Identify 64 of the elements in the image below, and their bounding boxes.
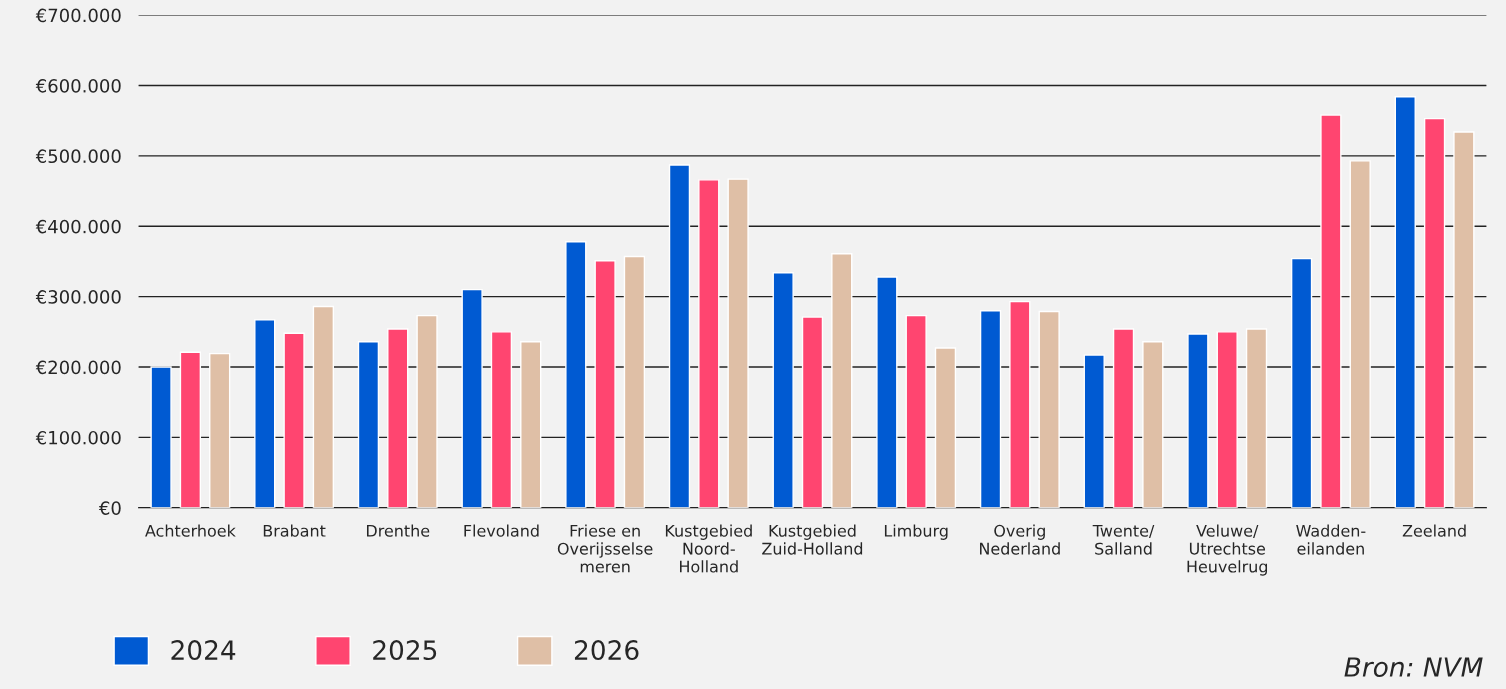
bar bbox=[1349, 160, 1371, 508]
bar bbox=[876, 276, 898, 508]
bar bbox=[1423, 117, 1446, 508]
bar bbox=[387, 328, 409, 508]
bar bbox=[623, 255, 646, 508]
y-tick-label: €200.000 bbox=[35, 360, 121, 375]
x-tick-label: Overig Nederland bbox=[980, 524, 1060, 555]
y-tick-label: €100.000 bbox=[35, 430, 121, 445]
x-tick-label: Wadden- eilanden bbox=[1296, 524, 1366, 555]
bar bbox=[934, 347, 957, 508]
bar bbox=[1083, 354, 1105, 508]
bar bbox=[772, 272, 794, 508]
bar bbox=[1038, 310, 1060, 508]
legend-label: 2026 bbox=[574, 640, 639, 661]
y-tick-label: €400.000 bbox=[35, 219, 121, 234]
bar bbox=[461, 288, 483, 508]
bar bbox=[283, 332, 305, 508]
y-tick-label: €0 bbox=[98, 501, 121, 515]
bar bbox=[979, 310, 1002, 508]
bar bbox=[150, 366, 172, 508]
x-tick-label: Kustgebied Noord- Holland bbox=[665, 524, 752, 573]
x-tick-label: Friese en Overijsselse meren bbox=[557, 524, 653, 573]
x-tick-label: Kustgebied Zuid-Holland bbox=[762, 524, 863, 555]
bar bbox=[1216, 331, 1238, 508]
bar bbox=[254, 319, 276, 508]
bar bbox=[357, 341, 380, 508]
bar bbox=[698, 179, 720, 508]
y-tick-label: €500.000 bbox=[35, 149, 121, 164]
bar bbox=[1453, 131, 1475, 508]
bar bbox=[1009, 300, 1031, 508]
y-tick-label: €600.000 bbox=[35, 78, 121, 93]
x-tick-label: Drenthe bbox=[366, 524, 430, 537]
x-tick-label: Twente/ Salland bbox=[1092, 524, 1155, 555]
bar bbox=[1290, 257, 1313, 508]
bar bbox=[312, 305, 335, 508]
text: Bron: NVM bbox=[1344, 657, 1483, 677]
x-tick-label: Veluwe/ Utrechtse Heuvelrug bbox=[1187, 524, 1268, 576]
bar bbox=[1112, 328, 1135, 508]
bar bbox=[1394, 96, 1416, 508]
bar bbox=[905, 314, 927, 508]
bar bbox=[209, 352, 231, 508]
x-tick-label: Limburg bbox=[884, 524, 948, 540]
x-tick-label: Zeeland bbox=[1402, 524, 1466, 537]
x-tick-label: Achterhoek bbox=[145, 524, 236, 537]
bar bbox=[490, 331, 513, 508]
bar bbox=[1245, 328, 1268, 508]
bar bbox=[801, 316, 824, 508]
y-tick-label: €300.000 bbox=[35, 290, 121, 304]
bar bbox=[1142, 341, 1164, 508]
bar bbox=[416, 314, 438, 508]
bar bbox=[831, 253, 853, 508]
legend-label: 2025 bbox=[373, 640, 437, 661]
bar bbox=[668, 164, 691, 508]
legend-label: 2024 bbox=[171, 640, 236, 661]
y-tick-label: €700.000 bbox=[35, 8, 121, 23]
bar bbox=[565, 241, 587, 508]
bar bbox=[179, 351, 202, 508]
bar bbox=[1320, 114, 1342, 508]
x-tick-label: Brabant bbox=[263, 524, 326, 537]
bar bbox=[1187, 333, 1209, 508]
bar bbox=[594, 260, 616, 508]
bar bbox=[727, 178, 749, 508]
x-tick-label: Flevoland bbox=[464, 524, 539, 537]
bar bbox=[520, 341, 542, 508]
